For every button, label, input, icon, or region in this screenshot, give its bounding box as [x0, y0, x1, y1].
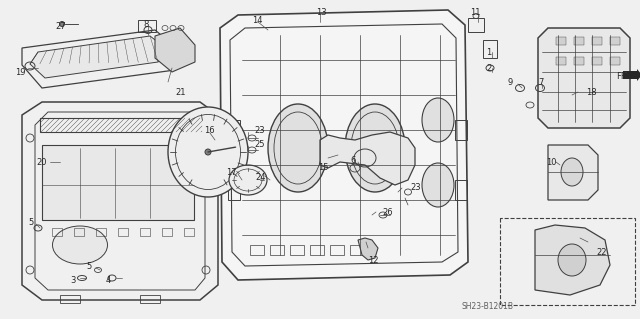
Bar — [290, 245, 304, 255]
Text: 19: 19 — [15, 68, 26, 77]
Text: 25: 25 — [254, 140, 264, 149]
Bar — [60, 295, 80, 303]
Text: 1: 1 — [486, 48, 492, 57]
Text: 17: 17 — [226, 168, 237, 177]
Text: 11: 11 — [470, 8, 481, 17]
Text: 20: 20 — [36, 158, 47, 167]
Text: 5: 5 — [28, 218, 33, 227]
Bar — [350, 245, 364, 255]
Bar — [592, 37, 602, 45]
Bar — [574, 57, 584, 65]
Bar — [228, 120, 240, 140]
Polygon shape — [548, 145, 598, 200]
Ellipse shape — [205, 149, 211, 155]
Text: 26: 26 — [382, 208, 392, 217]
Text: 4: 4 — [106, 276, 111, 285]
Polygon shape — [155, 28, 195, 72]
Bar — [556, 57, 566, 65]
Ellipse shape — [60, 21, 65, 26]
Ellipse shape — [422, 98, 454, 142]
Ellipse shape — [168, 107, 248, 197]
Bar — [310, 245, 324, 255]
Bar — [250, 245, 264, 255]
Polygon shape — [358, 238, 378, 260]
Bar — [330, 245, 344, 255]
Bar — [42, 145, 194, 220]
Text: FR.: FR. — [616, 72, 629, 81]
Text: 23: 23 — [410, 183, 420, 192]
Text: 15: 15 — [318, 163, 328, 172]
Ellipse shape — [558, 244, 586, 276]
Bar — [96, 228, 106, 236]
Ellipse shape — [268, 104, 328, 192]
Bar — [455, 180, 467, 200]
Text: 24: 24 — [255, 173, 266, 182]
Bar — [610, 57, 620, 65]
Text: 13: 13 — [316, 8, 326, 17]
Text: 2: 2 — [486, 64, 492, 73]
Polygon shape — [30, 36, 168, 78]
Bar — [592, 57, 602, 65]
Bar — [138, 20, 156, 32]
FancyArrow shape — [623, 69, 640, 81]
Ellipse shape — [345, 104, 405, 192]
Polygon shape — [22, 102, 218, 300]
Ellipse shape — [52, 226, 108, 264]
Bar — [184, 228, 194, 236]
Text: 18: 18 — [586, 88, 596, 97]
Text: SH23-B1201B: SH23-B1201B — [462, 302, 514, 311]
Bar — [140, 228, 150, 236]
Bar — [52, 228, 62, 236]
Ellipse shape — [229, 165, 267, 195]
Text: 8: 8 — [143, 20, 148, 29]
Bar — [270, 245, 284, 255]
Bar — [610, 37, 620, 45]
Text: 16: 16 — [204, 126, 214, 135]
Text: 12: 12 — [368, 256, 378, 265]
Text: 10: 10 — [546, 158, 557, 167]
Polygon shape — [320, 132, 415, 185]
Bar — [162, 228, 172, 236]
Polygon shape — [220, 10, 468, 280]
Text: 5: 5 — [86, 262, 92, 271]
Bar — [556, 37, 566, 45]
Bar — [118, 228, 128, 236]
Bar — [140, 295, 160, 303]
Bar — [74, 228, 84, 236]
Polygon shape — [535, 225, 610, 295]
Bar — [228, 180, 240, 200]
Bar — [468, 18, 484, 32]
Bar — [455, 120, 467, 140]
Text: 23: 23 — [254, 126, 264, 135]
Text: 22: 22 — [596, 248, 607, 257]
Ellipse shape — [561, 158, 583, 186]
Bar — [483, 40, 497, 58]
Polygon shape — [538, 28, 630, 128]
Bar — [574, 37, 584, 45]
Text: 7: 7 — [538, 78, 543, 87]
Text: 27: 27 — [55, 22, 66, 31]
Text: 14: 14 — [252, 16, 262, 25]
Bar — [40, 118, 202, 132]
Text: 6: 6 — [350, 156, 355, 165]
Text: 9: 9 — [508, 78, 513, 87]
Ellipse shape — [422, 163, 454, 207]
Text: 3: 3 — [70, 276, 76, 285]
Text: 21: 21 — [175, 88, 186, 97]
